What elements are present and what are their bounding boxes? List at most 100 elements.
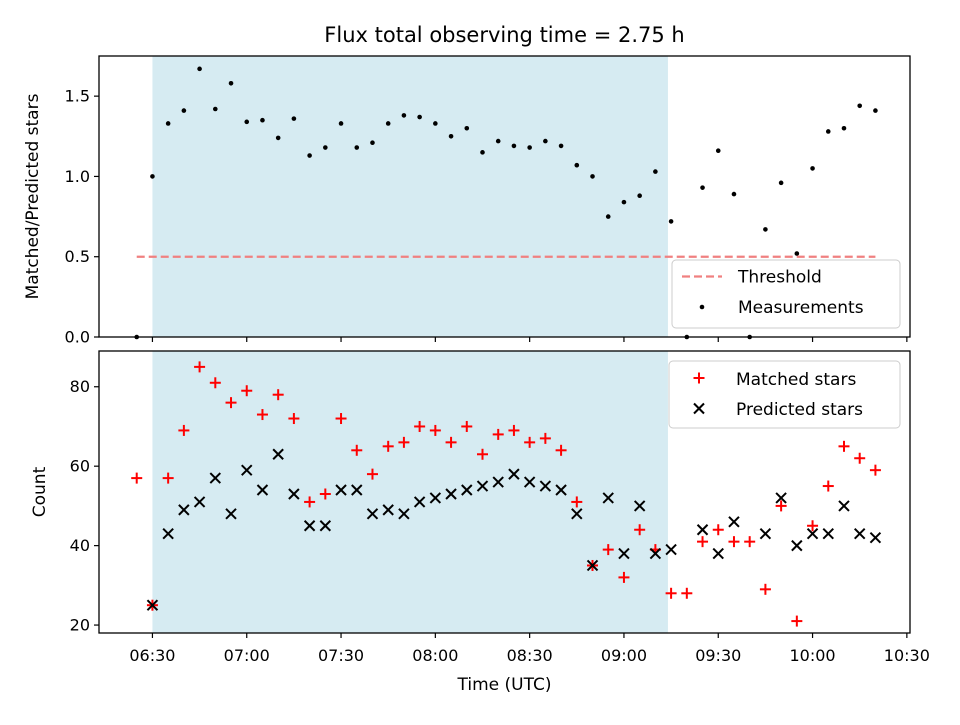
matched-star-point bbox=[728, 536, 740, 548]
predicted-star-point bbox=[649, 547, 662, 560]
measurement-point bbox=[731, 191, 737, 197]
measurement-point bbox=[181, 108, 187, 113]
measurement-point bbox=[873, 108, 878, 113]
matched-star-point bbox=[744, 536, 756, 548]
predicted-star-point bbox=[445, 488, 457, 500]
matched-star-point bbox=[571, 496, 583, 508]
bottom-y-tick-label: 40 bbox=[70, 536, 90, 555]
predicted-star-point bbox=[288, 488, 300, 500]
measurement-point bbox=[668, 219, 674, 224]
measurement-point bbox=[495, 138, 501, 144]
bottom-x-tick-label: 07:00 bbox=[224, 646, 270, 665]
predicted-star-point bbox=[413, 496, 426, 508]
measurement-point bbox=[763, 227, 768, 232]
matched-star-point bbox=[634, 524, 646, 536]
legend-measurements-label: Measurements bbox=[738, 298, 864, 318]
bottom-legend: Matched stars Predicted stars bbox=[668, 360, 901, 429]
measurement-point bbox=[590, 174, 595, 179]
top-y-axis-label: Matched/Predicted stars bbox=[23, 93, 43, 299]
predicted-star-point bbox=[586, 559, 599, 572]
measurement-point bbox=[228, 80, 234, 86]
matched-star-point bbox=[775, 500, 787, 512]
predicted-star-point bbox=[869, 531, 882, 544]
measurement-point bbox=[637, 193, 642, 198]
bottom-x-tick-label: 08:00 bbox=[412, 646, 458, 665]
measurement-point bbox=[527, 145, 532, 150]
matched-star-point bbox=[131, 472, 143, 484]
matched-star-point bbox=[178, 424, 190, 436]
measurement-point bbox=[275, 135, 281, 141]
predicted-star-point bbox=[759, 527, 772, 540]
predicted-star-point bbox=[618, 547, 630, 560]
bottom-observing-window bbox=[152, 351, 668, 633]
bottom-y-axis-label: Count bbox=[30, 466, 50, 517]
matched-star-point bbox=[524, 436, 536, 448]
bottom-y-tick-label: 20 bbox=[70, 616, 90, 635]
bottom-x-tick-label: 08:30 bbox=[507, 646, 553, 665]
measurement-point bbox=[150, 174, 155, 179]
predicted-star-point bbox=[366, 508, 379, 520]
top-y-tick-label: 0.5 bbox=[65, 247, 90, 266]
bottom-x-tick-label: 06:30 bbox=[129, 646, 175, 665]
matched-star-point bbox=[382, 440, 394, 452]
matched-star-point bbox=[398, 436, 410, 448]
matched-star-point bbox=[807, 520, 819, 532]
measurement-point bbox=[448, 133, 454, 139]
top-legend: Threshold Measurements bbox=[671, 259, 901, 329]
top-panel: 0.0 0.5 1.0 1.5 Flux total observing time =… bbox=[23, 23, 911, 347]
predicted-star-point bbox=[508, 468, 520, 480]
matched-star-point bbox=[476, 448, 488, 460]
predicted-star-point bbox=[791, 539, 803, 552]
predicted-star-point bbox=[633, 500, 646, 512]
matched-star-point bbox=[618, 571, 630, 583]
predicted-star-point bbox=[806, 527, 819, 540]
legend-matched-swatch bbox=[693, 372, 705, 384]
top-y-tick-label: 0.0 bbox=[65, 328, 90, 347]
matched-star-point bbox=[209, 377, 221, 389]
measurement-point bbox=[778, 180, 784, 186]
predicted-star-point bbox=[193, 496, 206, 508]
predicted-star-point bbox=[319, 520, 332, 532]
bottom-y-tick-label: 60 bbox=[70, 457, 90, 476]
bottom-axes-frame bbox=[98, 350, 911, 634]
measurement-point bbox=[574, 162, 580, 168]
matched-star-point bbox=[681, 587, 693, 599]
matched-star-point bbox=[351, 444, 363, 456]
measurement-point bbox=[370, 140, 375, 146]
predicted-star-point bbox=[853, 527, 866, 540]
predicted-star-point bbox=[571, 508, 583, 520]
matched-star-point bbox=[869, 464, 881, 476]
bottom-x-tick-label: 09:30 bbox=[695, 646, 741, 665]
matched-star-point bbox=[366, 468, 378, 480]
measurement-point bbox=[197, 66, 202, 72]
predicted-star-point bbox=[146, 599, 159, 611]
top-axes-frame bbox=[98, 55, 911, 338]
measurement-point bbox=[480, 150, 485, 155]
measurement-point bbox=[653, 169, 658, 174]
matched-star-point bbox=[838, 440, 850, 452]
measurement-point bbox=[244, 119, 250, 125]
matched-star-point bbox=[288, 413, 300, 425]
measurement-point bbox=[543, 138, 548, 144]
measurement-point bbox=[307, 153, 312, 158]
matched-star-point bbox=[162, 472, 174, 484]
bottom-panel: 06:30 07:00 07:30 08:00 08:30 09:00 09:30 10:00… bbox=[30, 350, 930, 695]
measurement-point bbox=[810, 166, 815, 171]
predicted-star-point bbox=[775, 492, 787, 504]
predicted-star-point bbox=[351, 484, 363, 496]
matched-star-point bbox=[854, 452, 866, 464]
matched-star-point bbox=[304, 496, 316, 508]
bottom-x-tick-label: 07:30 bbox=[318, 646, 364, 665]
predicted-star-point bbox=[398, 508, 410, 520]
measurement-point bbox=[605, 214, 611, 219]
predicted-star-point bbox=[665, 543, 677, 556]
legend-matched-label: Matched stars bbox=[736, 370, 856, 390]
matched-star-point bbox=[712, 524, 724, 536]
matched-star-point bbox=[508, 424, 520, 436]
predicted-star-point bbox=[728, 516, 740, 528]
top-observing-window bbox=[152, 56, 668, 337]
matched-star-point bbox=[697, 536, 709, 548]
matched-star-point bbox=[319, 488, 331, 500]
predicted-star-point bbox=[429, 492, 442, 504]
matched-star-point bbox=[602, 544, 614, 556]
